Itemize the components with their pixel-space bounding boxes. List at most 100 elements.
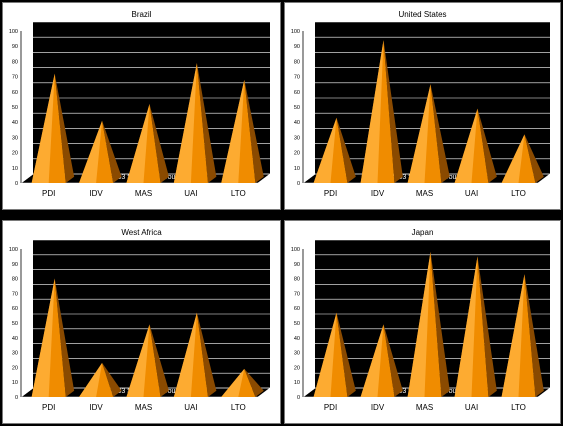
x-tick-label-lto: LTO <box>231 189 246 198</box>
y-tick-label: 40 <box>12 336 18 342</box>
y-tick-label: 10 <box>12 380 18 386</box>
gridline-side <box>21 144 33 153</box>
x-tick-label-uai: UAI <box>465 189 478 198</box>
y-tick-label: 40 <box>12 120 18 126</box>
gridline-side <box>303 270 315 279</box>
gridline-side <box>303 329 315 338</box>
y-tick-label: 10 <box>294 166 300 172</box>
x-tick-label-mas: MAS <box>135 403 152 412</box>
y-tick-label: 50 <box>12 321 18 327</box>
y-tick-label: 100 <box>291 247 300 253</box>
y-tick-label: 30 <box>12 351 18 357</box>
x-tick-label-mas: MAS <box>416 403 433 412</box>
gridline-side <box>21 314 33 323</box>
y-tick-label: 40 <box>294 120 300 126</box>
y-tick-label: 100 <box>291 29 300 35</box>
gridline-side <box>303 240 315 249</box>
x-tick-label-uai: UAI <box>184 189 197 198</box>
gridline-side <box>21 37 33 46</box>
y-tick-label: 50 <box>12 105 18 111</box>
x-tick-label-pdi: PDI <box>42 189 55 198</box>
y-tick-label: 60 <box>294 306 300 312</box>
chart-panel-brazil: Brazil0102030405060708090100©2003 SigmaT… <box>2 2 281 210</box>
gridline-side <box>303 344 315 353</box>
gridline-side <box>303 284 315 293</box>
gridline-side <box>21 113 33 122</box>
y-tick-label: 60 <box>12 306 18 312</box>
y-tick-label: 0 <box>297 181 300 187</box>
x-tick-label-pdi: PDI <box>324 189 337 198</box>
x-tick-label-idv: IDV <box>371 403 385 412</box>
gridline-side <box>303 52 315 61</box>
gridline-side <box>303 128 315 137</box>
y-tick-label: 70 <box>294 75 300 81</box>
x-tick-label-uai: UAI <box>465 403 478 412</box>
y-tick-label: 70 <box>12 75 18 81</box>
y-tick-label: 10 <box>12 166 18 172</box>
gridline-side <box>21 83 33 92</box>
gridline-side <box>21 98 33 107</box>
x-tick-label-lto: LTO <box>511 189 526 198</box>
gridline-side <box>21 329 33 338</box>
gridline-side <box>21 284 33 293</box>
y-tick-label: 90 <box>294 44 300 50</box>
gridline-side <box>303 37 315 46</box>
y-tick-label: 50 <box>294 105 300 111</box>
gridline-side <box>21 358 33 367</box>
y-tick-label: 30 <box>294 351 300 357</box>
chart-title: Japan <box>412 228 434 237</box>
gridline-side <box>303 299 315 308</box>
gridline-side <box>303 314 315 323</box>
gridline-side <box>21 68 33 77</box>
y-tick-label: 60 <box>294 90 300 96</box>
gridline-side <box>303 68 315 77</box>
x-tick-label-pdi: PDI <box>42 403 55 412</box>
y-tick-label: 80 <box>294 277 300 283</box>
gridline-side <box>303 98 315 107</box>
y-tick-label: 80 <box>12 59 18 65</box>
x-tick-label-idv: IDV <box>89 189 103 198</box>
y-tick-label: 60 <box>12 90 18 96</box>
gridline-side <box>303 83 315 92</box>
gridline-side <box>21 159 33 168</box>
y-tick-label: 80 <box>294 59 300 65</box>
gridline-side <box>303 113 315 122</box>
gridline-side <box>21 270 33 279</box>
y-tick-label: 50 <box>294 321 300 327</box>
x-tick-label-idv: IDV <box>371 189 385 198</box>
y-tick-label: 0 <box>15 181 18 187</box>
gridline-side <box>21 299 33 308</box>
gridline-side <box>21 373 33 382</box>
y-tick-label: 20 <box>12 151 18 157</box>
x-tick-label-lto: LTO <box>231 403 246 412</box>
y-tick-label: 80 <box>12 277 18 283</box>
y-tick-label: 90 <box>12 262 18 268</box>
y-tick-label: 90 <box>294 262 300 268</box>
y-tick-label: 30 <box>294 135 300 141</box>
y-tick-label: 100 <box>9 29 18 35</box>
gridline-side <box>303 144 315 153</box>
y-tick-label: 30 <box>12 135 18 141</box>
y-tick-label: 70 <box>294 291 300 297</box>
gridline-side <box>303 22 315 31</box>
x-tick-label-pdi: PDI <box>324 403 337 412</box>
chart-title: West Africa <box>121 228 162 237</box>
x-tick-label-mas: MAS <box>416 189 433 198</box>
chart-title: United States <box>398 10 446 19</box>
y-tick-label: 0 <box>15 395 18 401</box>
gridline-side <box>303 358 315 367</box>
gridline-side <box>21 240 33 249</box>
x-tick-label-lto: LTO <box>511 403 526 412</box>
gridline-side <box>21 22 33 31</box>
chart-panel-united-states: United States0102030405060708090100©2003… <box>284 2 561 210</box>
x-tick-label-uai: UAI <box>184 403 197 412</box>
chart-title: Brazil <box>131 10 151 19</box>
gridline-side <box>21 52 33 61</box>
gridline-side <box>303 159 315 168</box>
gridline-side <box>303 373 315 382</box>
